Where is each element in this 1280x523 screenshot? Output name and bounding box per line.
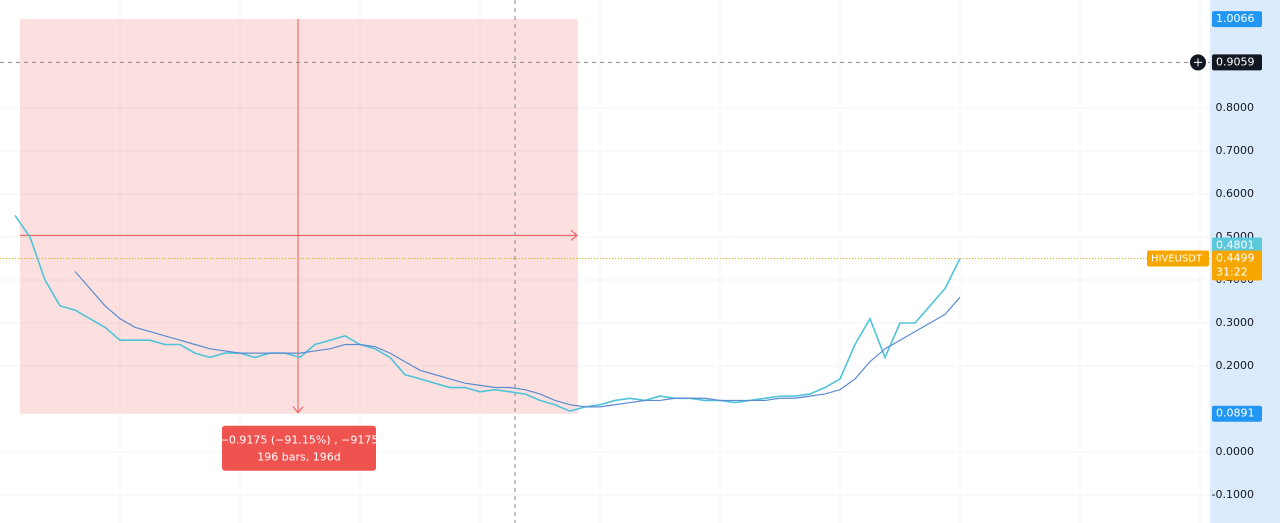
price-tag-label: 0.9059 [1216, 55, 1255, 68]
measure-varrow [292, 406, 304, 414]
symbol-label: HIVEUSDT [1151, 254, 1203, 265]
measure-box [20, 19, 578, 414]
price-tag-label: 1.0066 [1216, 12, 1255, 25]
price-tag [1212, 250, 1262, 281]
y-tick-label: 0.8000 [1216, 101, 1255, 114]
measure-label-box [222, 425, 376, 471]
measure-bars: 196 bars, 196d [257, 451, 340, 464]
price-tag-label: 0.4499 [1216, 252, 1255, 265]
price-tag-label: 0.0891 [1216, 407, 1255, 420]
price-tag [1212, 237, 1262, 254]
y-tick-label: 0.2000 [1216, 359, 1255, 372]
measure-harrow [570, 230, 578, 241]
y-tick-label: 0.7000 [1216, 144, 1255, 157]
add-icon[interactable] [1194, 58, 1202, 67]
y-tick-label: 0.6000 [1216, 187, 1255, 200]
price-tag [1212, 54, 1262, 71]
symbol-tag [1147, 250, 1209, 267]
y-tick-label: 0.3000 [1216, 316, 1255, 329]
countdown: 31:22 [1216, 266, 1248, 279]
y-tick-label: 0.0000 [1216, 445, 1255, 458]
measure-change: −0.9175 (−91.15%) , −9175 [220, 434, 379, 447]
y-tick-label: -0.1000 [1212, 488, 1254, 501]
price-tag [1212, 405, 1262, 422]
price-tag [1212, 11, 1262, 28]
price-tag-label: 0.4801 [1216, 239, 1255, 252]
moving-average [74, 270, 961, 408]
price-line [14, 215, 961, 413]
